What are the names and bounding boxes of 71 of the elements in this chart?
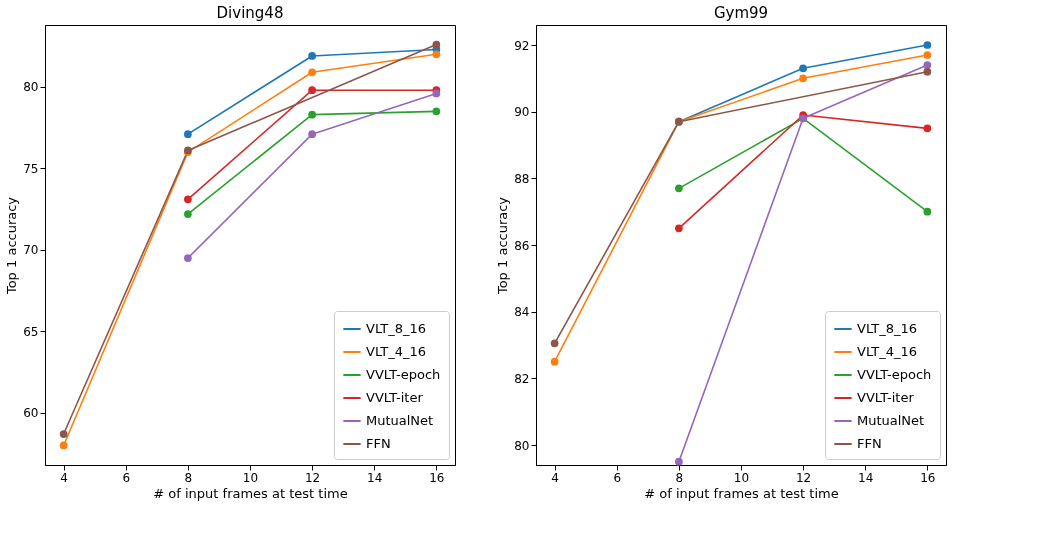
point (308, 110, 316, 119)
y-axis-title: Top 1 accuracy (495, 196, 511, 296)
point (432, 107, 441, 116)
point (923, 61, 932, 69)
point (184, 130, 192, 139)
x-tick-label: 6 (122, 470, 131, 485)
point (675, 224, 683, 233)
legend-label: VVLT-iter (857, 390, 915, 405)
point (675, 457, 683, 466)
point (550, 339, 559, 348)
y-tick-label: 88 (514, 171, 530, 186)
point (184, 254, 192, 262)
legend-label: VLT_8_16 (857, 321, 918, 336)
x-axis-title: # of input frames at test time (153, 485, 348, 501)
point (184, 210, 192, 218)
y-tick-label: 60 (23, 406, 39, 421)
x-tick-label: 4 (551, 470, 559, 485)
x-tick-label: 12 (304, 470, 321, 485)
point (308, 68, 316, 77)
point (923, 67, 932, 76)
x-axis-title: # of input frames at test time (644, 485, 839, 501)
y-tick-label: 82 (514, 371, 530, 386)
point (923, 124, 932, 133)
point (799, 64, 807, 73)
x-tick-label: 6 (613, 470, 622, 485)
point (308, 86, 316, 95)
y-tick-label: 70 (23, 243, 39, 258)
point (184, 195, 192, 204)
point (923, 207, 932, 216)
y-tick-label: 90 (514, 105, 530, 120)
legend-label: VLT_4_16 (366, 344, 427, 359)
x-tick-label: 8 (675, 470, 684, 485)
point (308, 52, 316, 60)
y-axis-title: Top 1 accuracy (4, 196, 20, 296)
y-tick-label: 80 (23, 80, 39, 95)
point (550, 357, 559, 366)
legend-label: VLT_4_16 (857, 344, 918, 359)
point (59, 441, 68, 450)
point (923, 41, 932, 49)
x-tick-label: 10 (733, 470, 750, 485)
legend-label: VVLT-iter (366, 390, 424, 405)
point (923, 51, 932, 59)
legend-label: VVLT-epoch (857, 367, 932, 382)
y-tick-label: 84 (514, 305, 530, 320)
y-tick-label: 65 (23, 324, 39, 339)
legend-label: FFN (857, 436, 882, 451)
legend-label: VVLT-epoch (366, 367, 441, 382)
y-tick-label: 80 (514, 438, 530, 453)
point (308, 130, 316, 139)
x-tick-label: 12 (795, 470, 812, 485)
x-tick-label: 8 (184, 470, 193, 485)
y-tick-label: 86 (514, 238, 530, 253)
chart-title: Gym99 (713, 4, 769, 22)
x-tick-label: 10 (242, 470, 259, 485)
x-tick-label: 16 (429, 470, 445, 485)
legend-label: VLT_8_16 (366, 321, 427, 336)
x-tick-label: 16 (920, 470, 936, 485)
legend-label: MutualNet (857, 413, 925, 428)
y-tick-label: 75 (23, 161, 39, 176)
point (59, 430, 68, 438)
y-tick-label: 92 (514, 38, 530, 53)
point (432, 40, 441, 49)
x-tick-label: 14 (858, 470, 874, 485)
chart-title: Diving48 (216, 4, 284, 22)
legend-label: MutualNet (366, 413, 434, 428)
x-tick-label: 4 (60, 470, 68, 485)
legend-label: FFN (366, 436, 391, 451)
point (675, 184, 683, 193)
point (432, 50, 441, 59)
point (799, 74, 807, 83)
x-tick-label: 14 (367, 470, 383, 485)
